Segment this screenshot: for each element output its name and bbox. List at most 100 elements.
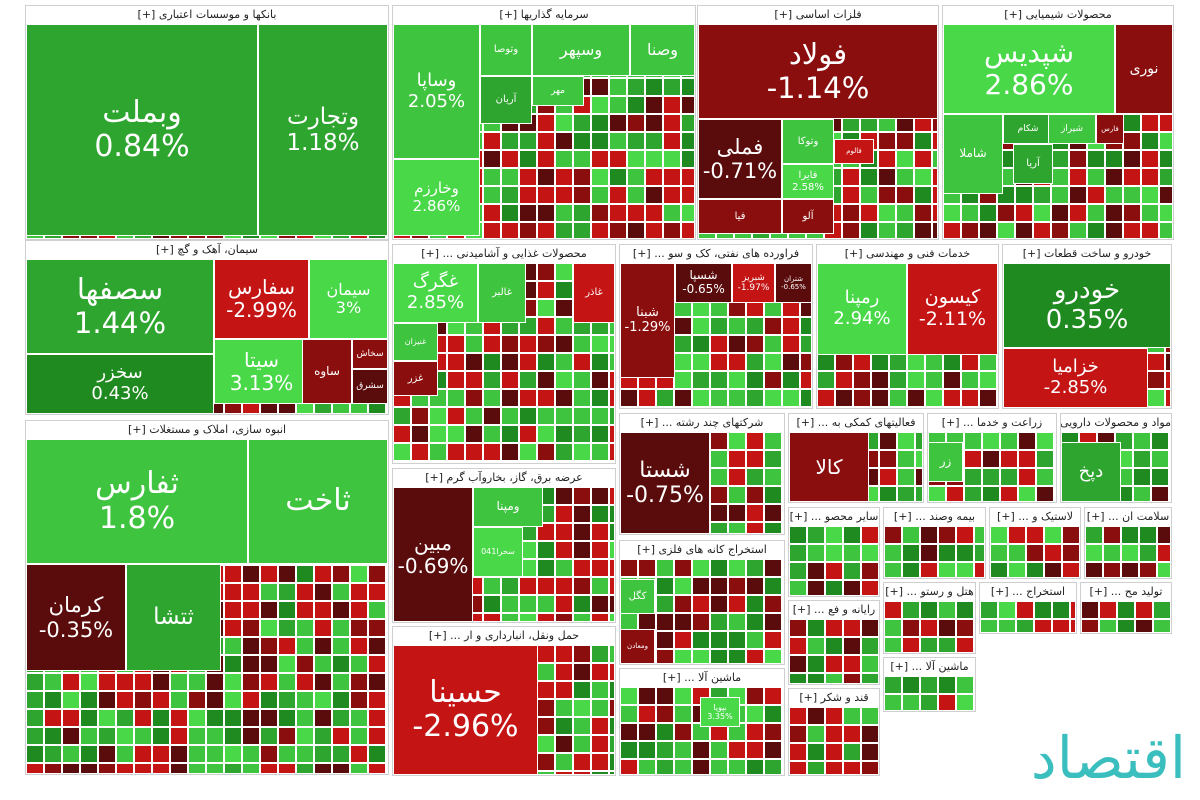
minor-stock-tile[interactable] — [573, 613, 591, 622]
minor-stock-tile[interactable] — [943, 407, 961, 408]
minor-stock-tile[interactable] — [483, 407, 501, 425]
minor-stock-tile[interactable] — [674, 649, 692, 664]
minor-stock-tile[interactable] — [807, 655, 825, 673]
minor-stock-tile[interactable] — [224, 583, 242, 601]
minor-stock-tile[interactable] — [483, 613, 501, 622]
minor-stock-tile[interactable] — [1151, 486, 1169, 502]
minor-stock-tile[interactable] — [663, 150, 681, 168]
minor-stock-tile[interactable] — [800, 335, 812, 353]
minor-stock-tile[interactable] — [1087, 222, 1105, 239]
minor-stock-tile[interactable] — [314, 403, 332, 414]
stock-tile[interactable]: ثفارس 1.8% — [26, 439, 248, 564]
minor-stock-tile[interactable] — [943, 204, 961, 222]
minor-stock-tile[interactable] — [920, 676, 938, 694]
sector-title[interactable]: فعالیتهای کمکی به ... [+] — [789, 414, 923, 432]
minor-stock-tile[interactable] — [537, 699, 555, 717]
minor-stock-tile[interactable] — [961, 407, 979, 408]
minor-stock-tile[interactable] — [537, 717, 555, 735]
minor-stock-tile[interactable] — [62, 727, 80, 745]
minor-stock-tile[interactable] — [825, 562, 843, 580]
minor-stock-tile[interactable] — [609, 771, 615, 775]
minor-stock-tile[interactable] — [242, 601, 260, 619]
minor-stock-tile[interactable] — [224, 601, 242, 619]
minor-stock-tile[interactable] — [710, 335, 728, 353]
sector-25[interactable]: تولید مح ... [+] — [1080, 582, 1172, 634]
minor-stock-tile[interactable] — [573, 541, 591, 559]
minor-stock-tile[interactable] — [889, 407, 907, 408]
minor-stock-tile[interactable] — [674, 389, 692, 407]
minor-stock-tile[interactable] — [555, 717, 573, 735]
minor-stock-tile[interactable] — [242, 745, 260, 763]
minor-stock-tile[interactable] — [537, 443, 555, 461]
stock-tile[interactable]: رمپنا 2.94% — [817, 263, 907, 355]
sector-9[interactable]: انبوه سازی، املاک و مستغلات [+] ثفارس 1.8%… — [25, 420, 389, 775]
minor-stock-tile[interactable] — [1133, 468, 1151, 486]
minor-stock-tile[interactable] — [447, 371, 465, 389]
minor-stock-tile[interactable] — [645, 96, 663, 114]
minor-stock-tile[interactable] — [368, 745, 386, 763]
minor-stock-tile[interactable] — [782, 631, 784, 649]
minor-stock-tile[interactable] — [974, 676, 975, 694]
minor-stock-tile[interactable] — [1105, 204, 1123, 222]
sector-4[interactable]: محصولات شیمیایی [+] شپدیس 2.86% نوری شکام شیر… — [942, 5, 1174, 240]
minor-stock-tile[interactable] — [656, 705, 674, 723]
stock-tile[interactable]: فملی -0.71% — [698, 119, 782, 199]
minor-stock-tile[interactable] — [1018, 486, 1036, 502]
minor-stock-tile[interactable] — [692, 317, 710, 335]
minor-stock-tile[interactable] — [674, 687, 692, 705]
minor-stock-tile[interactable] — [465, 389, 483, 407]
minor-stock-tile[interactable] — [26, 763, 44, 774]
minor-stock-tile[interactable] — [1147, 353, 1165, 371]
minor-stock-tile[interactable] — [974, 544, 985, 562]
minor-stock-tile[interactable] — [1141, 186, 1159, 204]
minor-stock-tile[interactable] — [807, 562, 825, 580]
minor-stock-tile[interactable] — [537, 114, 555, 132]
minor-stock-tile[interactable] — [861, 655, 879, 673]
sector-title[interactable]: لاستیک و ... [+] — [990, 508, 1080, 526]
minor-stock-tile[interactable] — [789, 526, 807, 544]
minor-stock-tile[interactable] — [537, 425, 555, 443]
minor-stock-tile[interactable] — [242, 727, 260, 745]
minor-stock-tile[interactable] — [609, 407, 615, 425]
minor-stock-tile[interactable] — [620, 559, 638, 577]
minor-stock-tile[interactable] — [645, 114, 663, 132]
minor-stock-tile[interactable] — [573, 353, 591, 371]
minor-stock-tile[interactable] — [519, 443, 537, 461]
minor-stock-tile[interactable] — [350, 691, 368, 709]
minor-stock-tile[interactable] — [974, 562, 985, 578]
minor-stock-tile[interactable] — [573, 461, 591, 463]
minor-stock-tile[interactable] — [224, 673, 242, 691]
minor-stock-tile[interactable] — [1062, 526, 1080, 544]
minor-stock-tile[interactable] — [1165, 389, 1171, 407]
minor-stock-tile[interactable] — [591, 168, 609, 186]
minor-stock-tile[interactable] — [332, 745, 350, 763]
minor-stock-tile[interactable] — [932, 222, 938, 239]
stock-tile[interactable]: وسپهر — [532, 24, 630, 76]
minor-stock-tile[interactable] — [591, 335, 609, 353]
minor-stock-tile[interactable] — [1169, 486, 1171, 502]
minor-stock-tile[interactable] — [656, 595, 674, 613]
minor-stock-tile[interactable] — [1147, 407, 1165, 408]
minor-stock-tile[interactable] — [411, 425, 429, 443]
minor-stock-tile[interactable] — [920, 526, 938, 544]
minor-stock-tile[interactable] — [807, 526, 825, 544]
minor-stock-tile[interactable] — [350, 727, 368, 745]
minor-stock-tile[interactable] — [537, 186, 555, 204]
minor-stock-tile[interactable] — [26, 745, 44, 763]
minor-stock-tile[interactable] — [692, 389, 710, 407]
minor-stock-tile[interactable] — [242, 691, 260, 709]
sector-17[interactable]: ماشین آلا ... [+] بپویا 3.35% — [619, 668, 785, 776]
minor-stock-tile[interactable] — [386, 403, 388, 414]
minor-stock-tile[interactable] — [674, 407, 692, 408]
minor-stock-tile[interactable] — [789, 743, 807, 761]
minor-stock-tile[interactable] — [447, 407, 465, 425]
minor-stock-tile[interactable] — [537, 204, 555, 222]
minor-stock-tile[interactable] — [332, 709, 350, 727]
minor-stock-tile[interactable] — [956, 694, 974, 711]
minor-stock-tile[interactable] — [746, 522, 764, 534]
minor-stock-tile[interactable] — [902, 676, 920, 694]
minor-stock-tile[interactable] — [80, 727, 98, 745]
minor-stock-tile[interactable] — [537, 407, 555, 425]
minor-stock-tile[interactable] — [620, 705, 638, 723]
minor-stock-tile[interactable] — [871, 407, 889, 408]
